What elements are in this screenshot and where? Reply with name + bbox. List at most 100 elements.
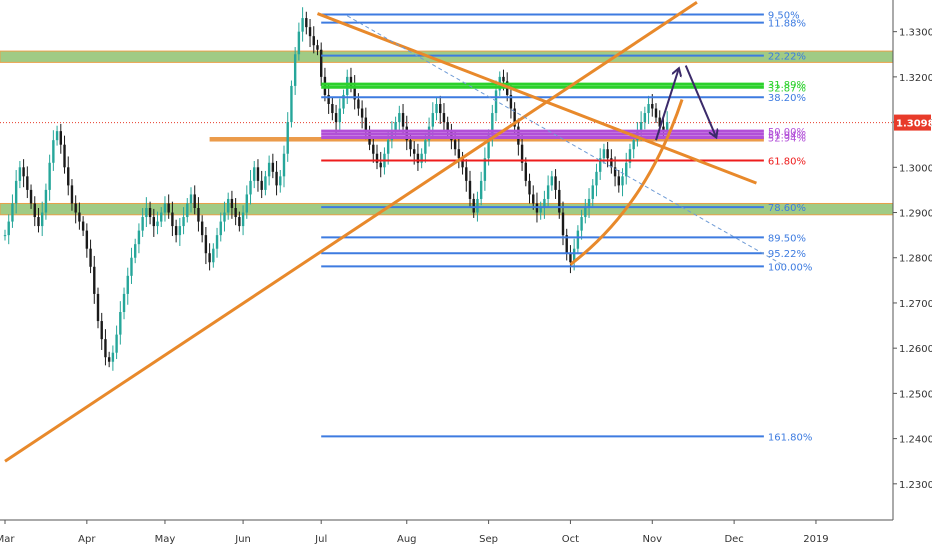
y-axis-background (893, 0, 932, 550)
support-resistance-zone (0, 202, 894, 216)
candle-body (293, 54, 297, 86)
fib-level-label: 32.87% (768, 83, 806, 94)
candle-body (249, 180, 252, 195)
candle-body (468, 180, 472, 199)
candle-body (227, 198, 230, 213)
current-price-tag: 1.30989 (894, 114, 932, 131)
candle-body (487, 135, 490, 159)
candle-body (639, 122, 643, 132)
candle-body (122, 293, 126, 312)
candle-body (312, 36, 315, 46)
candle-body (267, 162, 271, 177)
candle-body (7, 221, 10, 236)
candle-body (364, 117, 368, 132)
candle-body (48, 162, 51, 190)
candle-body (453, 140, 457, 150)
candle-body (587, 198, 591, 208)
candle-body (115, 334, 118, 353)
candle-body (565, 235, 568, 254)
candle-body (401, 113, 405, 127)
candle-body (431, 113, 434, 127)
x-tick-label: Sep (479, 534, 498, 545)
x-tick-label: Nov (643, 534, 663, 545)
candle-body (398, 113, 401, 123)
x-axis[interactable]: Mar Apr May Jun Jul Aug Sep Oct Nov Dec 2019 (0, 519, 893, 545)
candle-body (241, 212, 245, 227)
candle-body (193, 194, 196, 208)
candle-body (334, 113, 338, 123)
candle-body (130, 257, 133, 276)
candle-body (331, 104, 334, 114)
current-price-tag-background (894, 114, 931, 131)
candle-body (617, 176, 620, 186)
orange-trendline (4, 1, 698, 463)
candle-body (238, 217, 241, 227)
fib-level-label: 52.94% (768, 133, 806, 144)
y-tick-label: 1.33000 (899, 28, 932, 39)
orange-curve-trendline (569, 99, 684, 266)
y-tick-label: 1.28000 (899, 254, 932, 265)
y-tick-label: 1.30000 (899, 163, 932, 174)
projection-arrow (655, 70, 678, 141)
candle-body (148, 208, 152, 218)
candle-body (186, 203, 189, 218)
candle-body (182, 217, 185, 227)
candle-body (457, 149, 461, 159)
candle-body (256, 167, 260, 181)
fib-level-label: 95.22% (768, 249, 806, 260)
fib-level-label: 31.89% (768, 80, 806, 91)
candle-body (134, 244, 137, 258)
candle-body (107, 357, 111, 362)
candle-body (643, 113, 647, 123)
fib-level-label: 51.94% (768, 130, 806, 141)
candle-body (230, 198, 234, 208)
candle-body (435, 104, 438, 114)
candle-body (613, 167, 617, 177)
candle-body (442, 113, 446, 123)
y-axis[interactable]: 1.330001.320001.310001.300001.290001.280… (892, 0, 932, 550)
candle-body (100, 321, 103, 340)
x-tick-label: 2019 (803, 534, 828, 545)
candle-body (271, 162, 275, 172)
candle-body (279, 176, 282, 186)
candle-body (360, 108, 364, 118)
y-tick-label: 1.27000 (899, 299, 932, 310)
candle-body (316, 45, 319, 50)
candle-body (621, 176, 624, 186)
candle-body (282, 153, 286, 177)
candle-body (18, 167, 22, 181)
fib-level-label: 161.80% (768, 432, 813, 443)
candle-body (357, 99, 360, 109)
candle-body (483, 158, 487, 181)
candle-body (85, 230, 89, 249)
candle-body (200, 221, 204, 236)
fib-level-label: 78.60% (768, 203, 806, 214)
candle-body (167, 203, 170, 213)
x-tick-label: Mar (0, 534, 15, 545)
candle-body (472, 198, 475, 213)
candle-body (212, 248, 215, 263)
candle-body (301, 18, 304, 32)
candle-body (305, 18, 308, 28)
candle-body (591, 185, 594, 199)
candle-body (156, 221, 159, 227)
candle-body (308, 27, 312, 37)
candle-body (416, 153, 420, 163)
candle-body (375, 153, 379, 163)
candle-body (126, 275, 129, 294)
x-tick-label: Jul (314, 534, 327, 545)
candle-body (584, 208, 587, 218)
candle-body (178, 226, 182, 236)
orange-trendline (316, 12, 757, 185)
candle-body (446, 122, 449, 132)
candle-body (29, 189, 33, 204)
candle-body (26, 176, 29, 190)
candle-body (219, 221, 222, 236)
candle-body (424, 140, 427, 154)
candle-body (37, 217, 40, 227)
y-tick-label: 1.32000 (899, 73, 932, 84)
candle-body (41, 212, 44, 227)
y-tick-label: 1.29000 (899, 209, 932, 220)
candle-body (465, 167, 468, 181)
